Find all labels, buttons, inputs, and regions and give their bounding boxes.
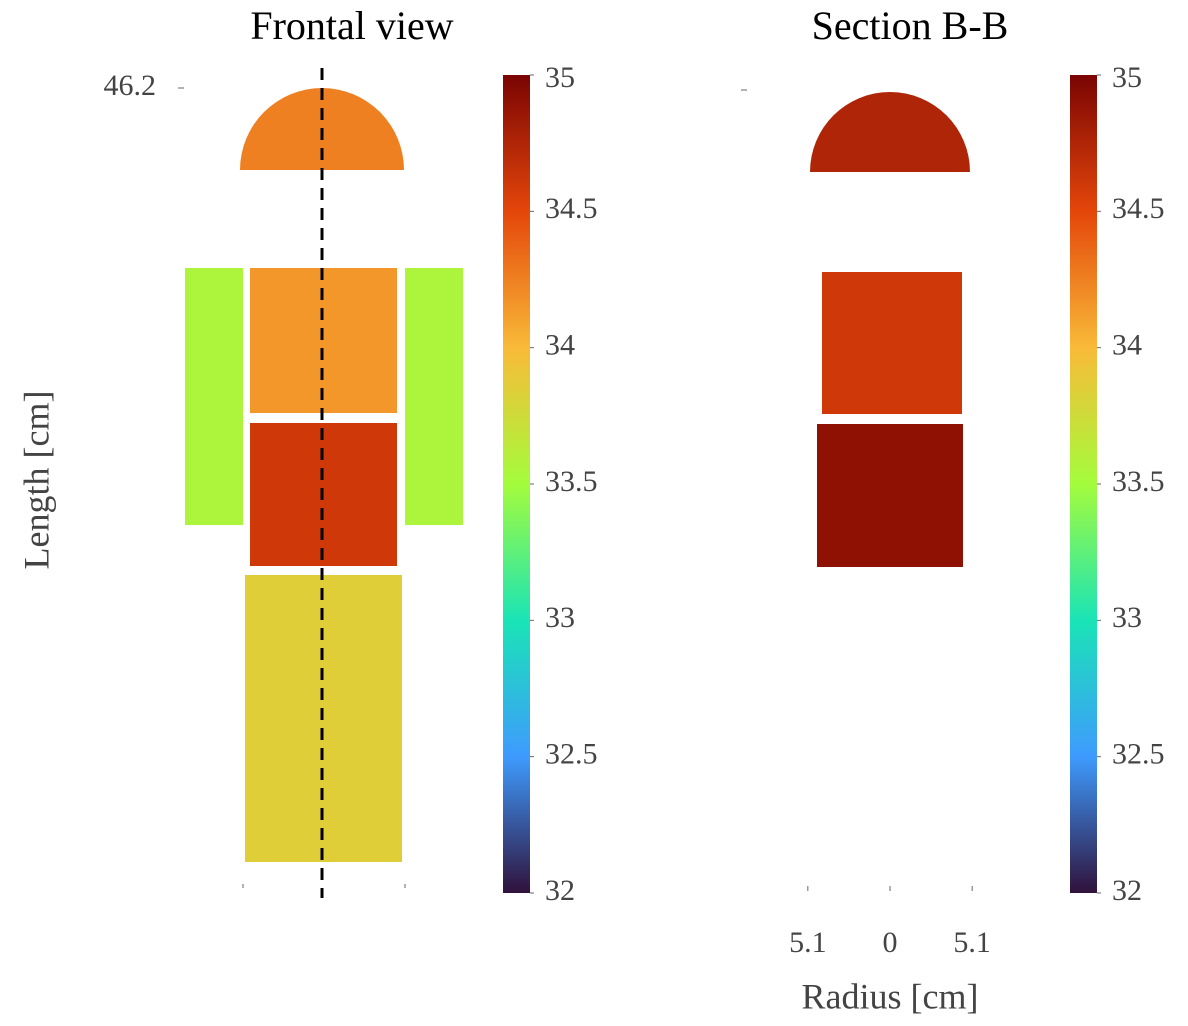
body-segment — [822, 272, 962, 414]
colorbar-tick-label: 32 — [1112, 874, 1142, 907]
x-tick-label: 5.1 — [789, 926, 827, 959]
colorbar-tick-label: 32.5 — [1112, 738, 1165, 771]
colorbar-tick-label: 33 — [1112, 601, 1142, 634]
body-segment — [405, 268, 463, 525]
colorbar-tick-label: 34.5 — [545, 192, 598, 225]
colorbar-tick-label: 33 — [545, 601, 575, 634]
x-axis-label: Radius [cm] — [802, 976, 979, 1016]
panel-title: Section B-B — [812, 3, 1009, 48]
colorbar-tick-label: 35 — [545, 61, 575, 94]
body-segment — [185, 268, 243, 525]
panel-title: Frontal view — [250, 3, 453, 48]
body-segment — [810, 92, 970, 172]
colorbar-tick-label: 33.5 — [1112, 465, 1165, 498]
colorbar-tick-label: 35 — [1112, 61, 1142, 94]
x-tick-label: 0 — [883, 926, 898, 959]
colorbar — [503, 75, 530, 893]
colorbar-tick-label: 32 — [545, 874, 575, 907]
colorbar-tick-label: 33.5 — [545, 465, 598, 498]
colorbar-tick-label: 32.5 — [545, 738, 598, 771]
body-segment — [817, 424, 963, 567]
x-tick-label: 5.1 — [953, 926, 991, 959]
colorbar-tick-label: 34.5 — [1112, 192, 1165, 225]
colorbar-tick-label: 34 — [1112, 329, 1142, 362]
colorbar-tick-label: 34 — [545, 329, 575, 362]
y-axis-label: Length [cm] — [16, 391, 56, 570]
y-tick-label: 46.2 — [104, 69, 157, 102]
colorbar — [1070, 75, 1097, 893]
figure: Frontal view Section B-B Length [cm] Rad… — [0, 0, 1188, 1026]
